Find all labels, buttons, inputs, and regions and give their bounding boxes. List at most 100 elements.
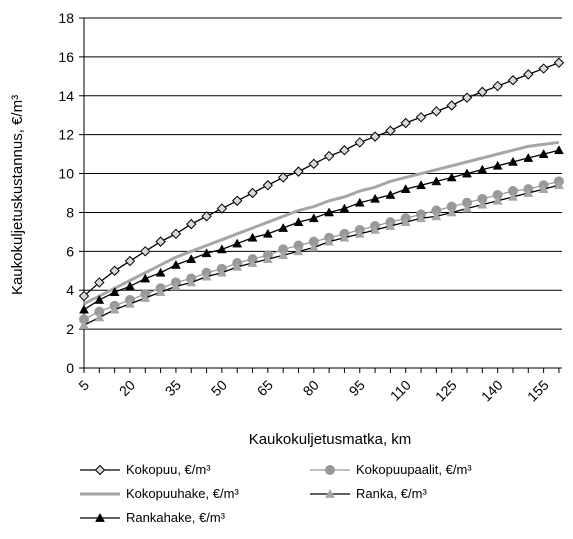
data-point-ranka <box>186 277 197 287</box>
data-point-rankahake <box>216 244 227 254</box>
legend-marker-kokopuupaalit <box>325 464 335 475</box>
legend-marker-rankahake <box>95 512 105 522</box>
data-point-ranka <box>354 228 365 238</box>
data-point-rankahake <box>262 228 273 238</box>
data-point-ranka <box>262 254 273 263</box>
data-point-kokopuu <box>308 158 320 170</box>
data-point-rankahake <box>446 172 457 182</box>
x-tick-label: 65 <box>254 377 276 399</box>
data-point-ranka <box>416 213 426 223</box>
series-kokopuupaalit <box>79 176 564 325</box>
data-point-rankahake <box>109 287 120 297</box>
data-point-rankahake <box>477 164 488 174</box>
data-point-ranka <box>554 180 564 190</box>
data-point-ranka <box>278 250 289 260</box>
legend-swatch-ranka <box>310 488 350 498</box>
data-point-kokopuu <box>431 106 442 117</box>
legend-marker-kokopuu <box>94 464 106 475</box>
data-point-kokopuu <box>446 100 457 111</box>
data-point-ranka <box>155 287 166 297</box>
data-point-kokopuu <box>477 86 488 98</box>
data-point-kokopuu <box>400 117 411 129</box>
y-tick-label: 2 <box>66 321 74 337</box>
x-tick-label: 95 <box>346 377 368 399</box>
data-point-ranka <box>339 232 350 242</box>
y-tick-label: 18 <box>58 10 74 26</box>
data-point-kokopuu <box>507 75 519 86</box>
data-point-kokopuu <box>354 137 365 148</box>
legend-item-kokopuuhake: Kokopuuhake, €/m³ <box>80 486 239 501</box>
data-point-rankahake <box>201 248 212 258</box>
data-point-ranka <box>170 281 181 291</box>
data-point-ranka <box>462 203 472 213</box>
data-point-kokopuu <box>170 228 182 240</box>
legend-item-rankahake: Rankahake, €/m³ <box>80 510 225 525</box>
data-point-rankahake <box>554 145 564 155</box>
series-ranka <box>79 180 564 330</box>
y-tick-label: 8 <box>66 204 74 220</box>
legend-label: Ranka, €/m³ <box>356 486 427 501</box>
legend-item-kokopuu: Kokopuu, €/m³ <box>80 462 211 477</box>
data-point-ranka <box>125 298 135 308</box>
data-point-ranka <box>324 236 335 246</box>
data-point-rankahake <box>247 232 258 242</box>
data-point-ranka <box>247 257 258 267</box>
data-point-rankahake <box>354 197 365 207</box>
data-point-ranka <box>370 224 381 234</box>
y-tick-label: 0 <box>66 360 74 376</box>
series-line-kokopuupaalit <box>83 180 560 320</box>
x-tick-label: 50 <box>208 377 230 399</box>
data-point-rankahake <box>94 294 105 304</box>
data-point-rankahake <box>400 184 411 193</box>
x-tick-label: 5 <box>75 377 92 394</box>
y-tick-label: 14 <box>58 88 74 104</box>
data-point-ranka <box>400 217 411 227</box>
data-point-kokopuu <box>523 69 534 80</box>
x-tick-label: 110 <box>387 377 414 404</box>
series-line-kokopuu <box>83 62 560 297</box>
series-line-rankahake <box>83 149 560 311</box>
legend-swatch-kokopuupaalit <box>310 464 350 475</box>
data-point-rankahake <box>508 156 518 166</box>
data-point-ranka <box>94 312 105 322</box>
data-point-kokopuu <box>94 277 105 288</box>
data-point-ranka <box>431 211 442 221</box>
data-point-kokopuu <box>78 290 90 302</box>
data-point-kokopuu <box>262 180 274 191</box>
data-point-kokopuu <box>339 145 350 156</box>
series-kokopuuhake <box>83 140 560 306</box>
data-point-kokopuu <box>109 265 120 276</box>
x-tick-label: 155 <box>524 377 552 405</box>
data-point-ranka <box>508 191 518 201</box>
legend-marker-ranka <box>325 488 335 498</box>
y-tick-label: 4 <box>66 282 74 298</box>
legend-swatch-kokopuu <box>80 464 120 475</box>
data-point-kokopuu <box>247 187 258 199</box>
series-line-ranka <box>83 184 560 326</box>
data-point-rankahake <box>308 213 319 223</box>
data-point-kokopuu <box>538 63 549 74</box>
y-tick-labels: 0 2 4 6 8 10 12 14 16 18 <box>58 10 74 376</box>
data-point-kokopuu <box>140 246 151 257</box>
data-point-ranka <box>308 242 319 252</box>
x-tick-labels: 5 20 35 50 65 80 95 110 125 140 155 <box>75 377 552 405</box>
data-point-kokopuu <box>369 131 381 142</box>
data-point-ranka <box>446 207 457 217</box>
data-point-rankahake <box>155 267 166 277</box>
data-point-rankahake <box>462 168 472 178</box>
x-axis-label: Kaukokuljetusmatka, km <box>249 431 412 448</box>
data-point-kokopuu <box>492 80 503 92</box>
data-point-rankahake <box>125 281 135 291</box>
data-point-kokopuu <box>186 218 197 230</box>
data-point-kokopuu <box>553 57 565 68</box>
data-point-kokopuu <box>461 92 473 103</box>
legend-swatch-rankahake <box>80 512 120 522</box>
data-point-kokopuu <box>323 150 335 162</box>
legend-swatch-kokopuuhake <box>80 492 120 495</box>
data-point-rankahake <box>140 273 151 283</box>
data-point-rankahake <box>293 217 304 227</box>
data-point-rankahake <box>492 160 503 170</box>
data-point-rankahake <box>324 207 335 217</box>
series-rankahake <box>79 145 564 314</box>
data-point-kokopuu <box>293 166 304 177</box>
